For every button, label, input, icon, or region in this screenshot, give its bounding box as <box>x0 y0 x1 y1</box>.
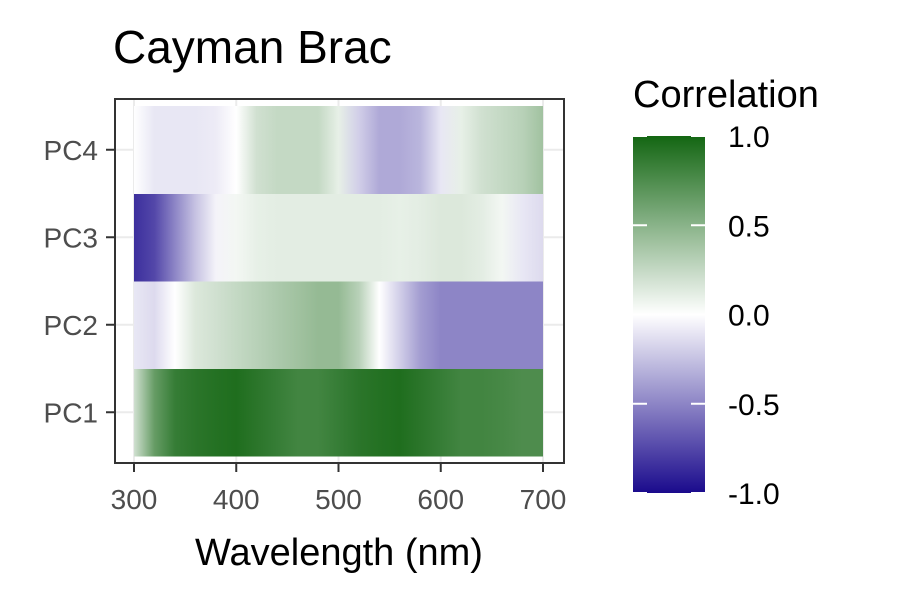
colorbar-tick-label: 1.0 <box>728 121 770 154</box>
y-tick-label-pc2: PC2 <box>44 310 98 341</box>
heatmap-row-pc1 <box>134 368 543 457</box>
heatmap-row-pc2 <box>134 281 543 369</box>
y-tick-label-pc1: PC1 <box>44 397 98 428</box>
y-axis: PC1 PC2 PC3 PC4 <box>44 135 115 428</box>
x-tick-label-500: 500 <box>315 484 362 515</box>
heatmap-row-pc3 <box>134 193 543 282</box>
colorbar-ticks: 1.0 0.5 0.0 -0.5 -1.0 <box>633 121 780 511</box>
x-tick-label-600: 600 <box>417 484 464 515</box>
x-tick-label-400: 400 <box>213 484 260 515</box>
heatmap-row-pc4 <box>134 106 543 194</box>
heatmap-tiles <box>134 106 543 457</box>
y-tick-label-pc3: PC3 <box>44 222 98 253</box>
x-axis-title: Wavelength (nm) <box>195 532 483 574</box>
colorbar-tick-label: -1.0 <box>728 478 780 511</box>
colorbar-tick-label: 0.0 <box>728 300 770 333</box>
x-axis: 300 400 500 600 700 <box>111 463 567 515</box>
colorbar-tick-label: -0.5 <box>728 389 780 422</box>
chart-title: Cayman Brac <box>113 21 392 73</box>
colorbar-tick-label: 0.5 <box>728 210 770 243</box>
y-tick-label-pc4: PC4 <box>44 135 98 166</box>
x-tick-label-300: 300 <box>111 484 158 515</box>
legend-title: Correlation <box>633 74 819 116</box>
x-tick-label-700: 700 <box>520 484 567 515</box>
